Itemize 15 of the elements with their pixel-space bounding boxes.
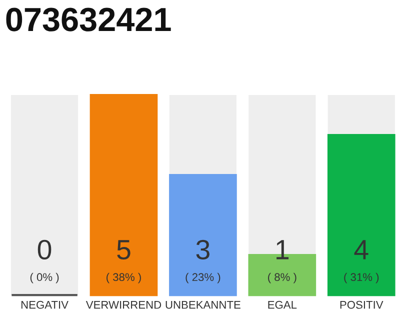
x-tick-label: POSITIV — [340, 300, 384, 309]
data-label: 4 — [354, 240, 368, 260]
annotation: ( 38% ) — [106, 272, 141, 284]
x-tick-label: UNBEKANNTE — [166, 301, 240, 309]
data-label: 0 — [38, 240, 52, 260]
x-tick-label: VERWIRREND — [86, 301, 162, 309]
annotation: ( 0% ) — [30, 272, 59, 284]
chart-title: 073632421 — [6, 8, 171, 32]
data-label: 3 — [196, 240, 210, 260]
data-label: 5 — [117, 240, 130, 260]
annotation: ( 31% ) — [344, 272, 379, 284]
annotation: ( 23% ) — [186, 272, 220, 284]
annotation: ( 8% ) — [268, 272, 296, 284]
x-tick-label: NEGATIV — [21, 300, 68, 309]
x-tick-label: EGAL — [268, 300, 297, 309]
